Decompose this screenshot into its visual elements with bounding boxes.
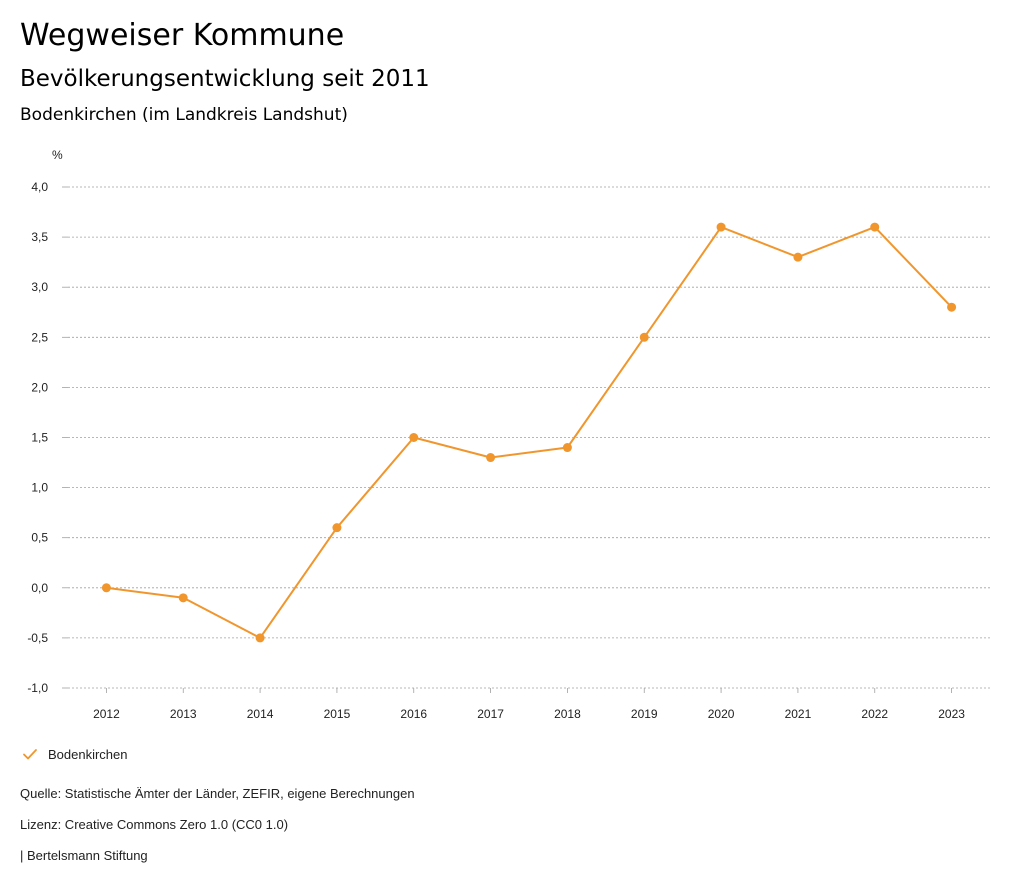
x-tick-label: 2023	[938, 707, 965, 721]
data-point	[562, 443, 572, 453]
data-point	[639, 332, 649, 342]
data-point	[947, 302, 957, 312]
brand-note: | Bertelsmann Stiftung	[20, 848, 148, 863]
x-tick-label: 2016	[400, 707, 427, 721]
x-tick-label: 2017	[477, 707, 504, 721]
data-point	[409, 433, 419, 442]
y-tick-label: -0,5	[27, 631, 48, 645]
y-tick-label: 3,5	[31, 230, 48, 244]
region-label: Bodenkirchen (im Landkreis Landshut)	[20, 105, 348, 125]
data-point	[332, 523, 342, 533]
series-line-bodenkirchen	[106, 226, 953, 639]
data-point	[793, 252, 803, 262]
y-tick-label: 3,0	[31, 280, 48, 294]
y-tick-label: 0,5	[31, 531, 48, 545]
x-tick-label: 2015	[324, 707, 351, 721]
data-point	[178, 593, 188, 603]
x-tick-label: 2012	[93, 707, 120, 721]
data-point	[101, 583, 111, 593]
source-note: Quelle: Statistische Ämter der Länder, Z…	[20, 786, 415, 801]
x-tick-label: 2020	[708, 707, 735, 721]
y-tick-label: 2,0	[31, 380, 48, 394]
x-tick-label: 2014	[247, 707, 274, 721]
y-axis-unit: %	[52, 148, 63, 162]
x-tick-label: 2013	[170, 707, 197, 721]
x-tick-label: 2019	[631, 707, 658, 721]
page-title: Wegweiser Kommune	[20, 18, 345, 53]
x-tick-label: 2018	[554, 707, 581, 721]
x-tick-label: 2021	[785, 707, 812, 721]
y-tick-label: 2,5	[31, 330, 48, 344]
y-tick-label: 1,0	[31, 481, 48, 495]
license-note: Lizenz: Creative Commons Zero 1.0 (CC0 1…	[20, 817, 289, 832]
data-point	[870, 222, 880, 232]
y-tick-label: 4,0	[31, 180, 48, 194]
y-tick-label: 1,5	[31, 431, 48, 445]
data-point	[486, 453, 496, 463]
y-tick-label: -1,0	[27, 681, 48, 695]
legend[interactable]: Bodenkirchen	[22, 744, 128, 764]
x-tick-label: 2022	[861, 707, 888, 721]
legend-label: Bodenkirchen	[48, 746, 128, 762]
data-point	[255, 633, 265, 643]
data-point	[716, 222, 726, 232]
check-icon	[23, 749, 37, 760]
y-tick-label: 0,0	[31, 581, 48, 595]
line-chart: % 4,0 3,5 3,0 2,5 2,0 1,5 1,0 0,5 0,0 -0,5 -1,0 2012…	[27, 148, 990, 721]
chart-subtitle: Bevölkerungsentwicklung seit 2011	[20, 66, 430, 92]
